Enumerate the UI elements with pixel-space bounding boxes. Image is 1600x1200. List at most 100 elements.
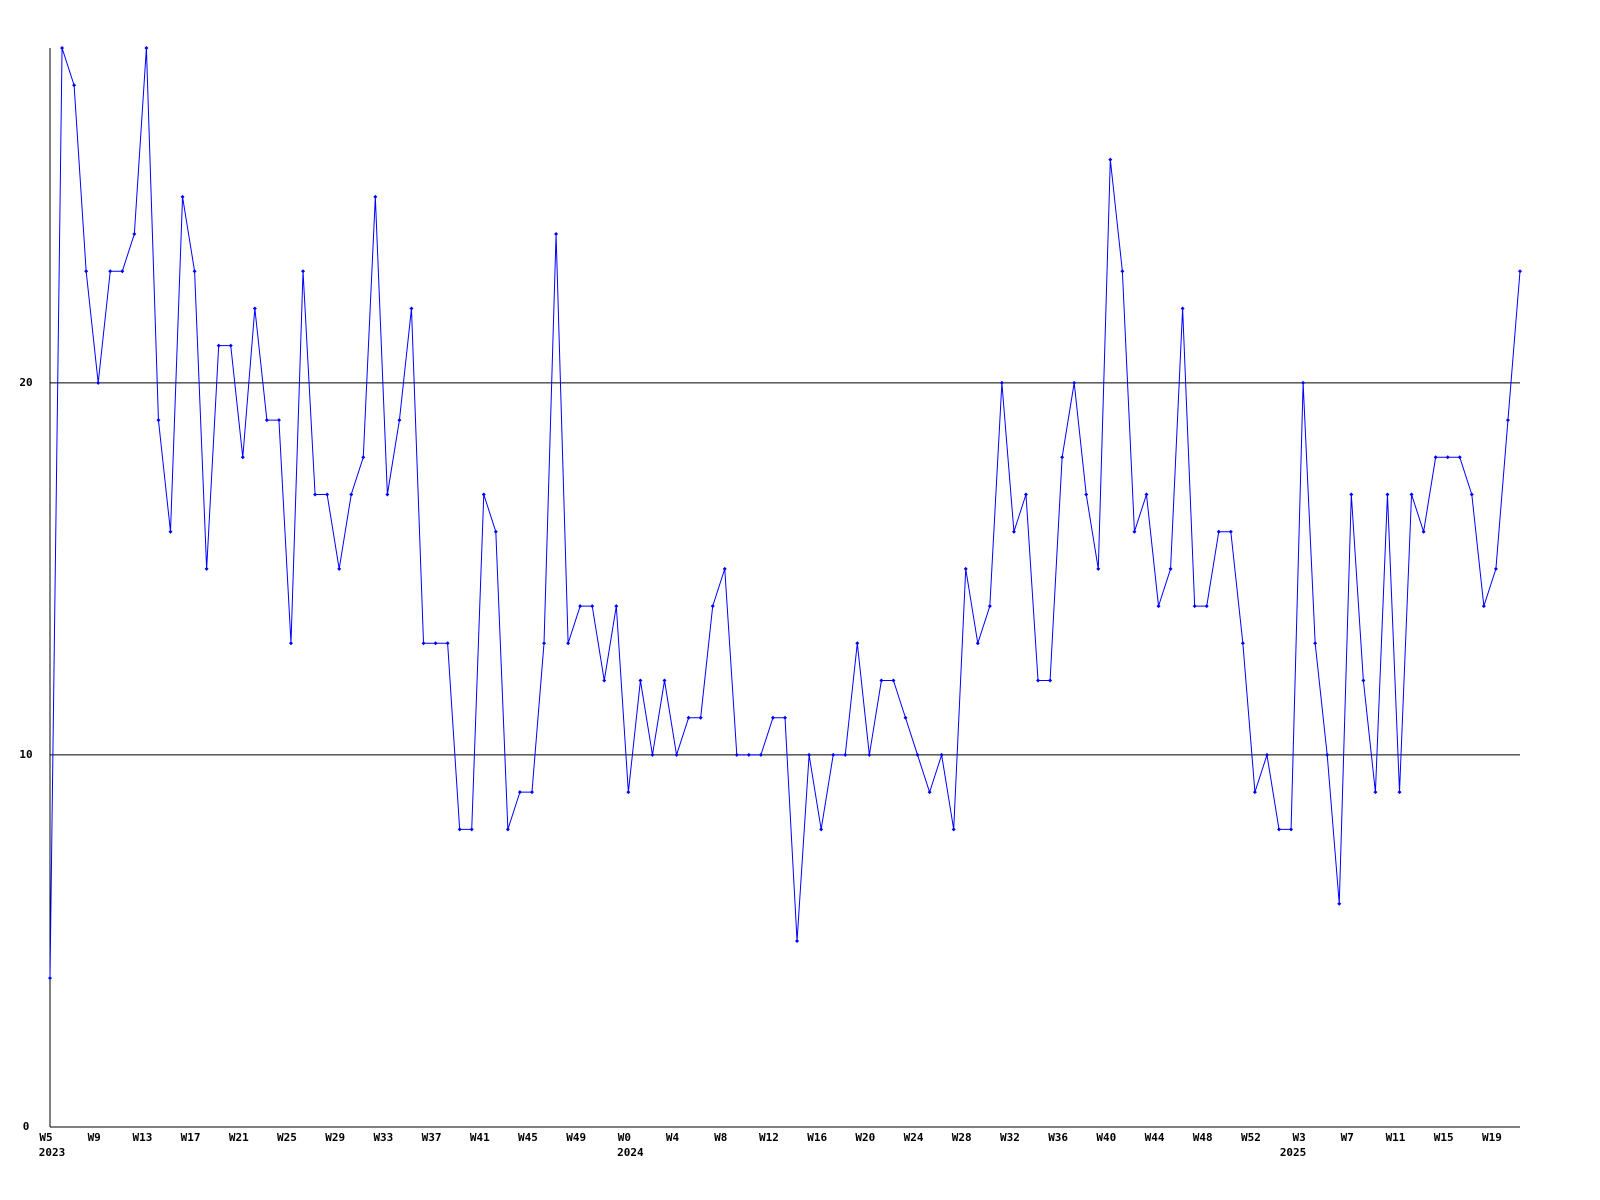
marker	[975, 641, 980, 646]
marker	[445, 641, 450, 646]
marker	[915, 752, 920, 757]
marker	[1469, 492, 1474, 497]
x-year-label: 2024	[617, 1146, 644, 1159]
marker	[1505, 418, 1510, 423]
marker	[204, 566, 209, 571]
marker	[963, 566, 968, 571]
x-tick-label: W8	[714, 1131, 727, 1144]
x-tick-label: W16	[807, 1131, 827, 1144]
marker	[638, 678, 643, 683]
marker	[1132, 529, 1137, 534]
marker	[1036, 678, 1041, 683]
marker	[987, 604, 992, 609]
marker	[1337, 901, 1342, 906]
marker	[951, 827, 956, 832]
marker	[734, 752, 739, 757]
marker	[421, 641, 426, 646]
marker	[879, 678, 884, 683]
y-tick-label: 10	[19, 748, 32, 761]
marker	[1096, 566, 1101, 571]
marker	[1361, 678, 1366, 683]
marker	[903, 715, 908, 720]
marker	[337, 566, 342, 571]
marker	[1216, 529, 1221, 534]
x-tick-label: W41	[470, 1131, 490, 1144]
marker	[566, 641, 571, 646]
marker	[1457, 455, 1462, 460]
x-tick-label: W21	[229, 1131, 249, 1144]
marker	[1048, 678, 1053, 683]
marker	[602, 678, 607, 683]
x-tick-label: W9	[88, 1131, 101, 1144]
x-tick-label: W17	[181, 1131, 201, 1144]
marker	[1373, 790, 1378, 795]
marker	[397, 418, 402, 423]
marker	[216, 343, 221, 348]
marker	[590, 604, 595, 609]
marker	[843, 752, 848, 757]
marker	[1313, 641, 1318, 646]
x-tick-label: W25	[277, 1131, 297, 1144]
marker	[891, 678, 896, 683]
marker	[770, 715, 775, 720]
x-tick-label: W36	[1048, 1131, 1068, 1144]
marker	[72, 83, 77, 88]
marker	[1409, 492, 1414, 497]
marker	[1289, 827, 1294, 832]
marker	[1264, 752, 1269, 757]
marker	[1060, 455, 1065, 460]
marker	[505, 827, 510, 832]
x-tick-label: W3	[1292, 1131, 1305, 1144]
x-tick-label: W24	[904, 1131, 924, 1144]
marker	[1108, 157, 1113, 162]
y-tick-label: 0	[23, 1120, 30, 1133]
marker	[60, 46, 65, 50]
marker	[313, 492, 318, 497]
x-tick-label: W20	[855, 1131, 875, 1144]
x-tick-label: W48	[1193, 1131, 1213, 1144]
marker	[855, 641, 860, 646]
marker	[1518, 269, 1522, 274]
x-tick-label: W4	[666, 1131, 680, 1144]
x-tick-label: W13	[132, 1131, 152, 1144]
marker	[361, 455, 366, 460]
marker	[84, 269, 89, 274]
marker	[1168, 566, 1173, 571]
marker	[1481, 604, 1486, 609]
x-tick-label: W45	[518, 1131, 538, 1144]
x-tick-label: W37	[422, 1131, 442, 1144]
marker	[517, 790, 522, 795]
marker	[867, 752, 872, 757]
x-tick-label: W12	[759, 1131, 779, 1144]
marker	[1228, 529, 1233, 534]
marker	[144, 46, 149, 50]
marker	[108, 269, 113, 274]
marker	[1240, 641, 1245, 646]
marker	[626, 790, 631, 795]
x-tick-label: W29	[325, 1131, 345, 1144]
marker	[1277, 827, 1282, 832]
marker	[373, 194, 378, 199]
marker	[301, 269, 306, 274]
x-tick-label: W15	[1434, 1131, 1454, 1144]
marker	[1445, 455, 1450, 460]
marker	[385, 492, 390, 497]
marker	[1252, 790, 1257, 795]
marker	[252, 306, 257, 311]
marker	[120, 269, 125, 274]
marker	[1204, 604, 1209, 609]
x-tick-label: W32	[1000, 1131, 1020, 1144]
marker	[1325, 752, 1330, 757]
marker	[1397, 790, 1402, 795]
marker	[1144, 492, 1149, 497]
marker	[831, 752, 836, 757]
marker	[264, 418, 269, 423]
marker	[1433, 455, 1438, 460]
marker	[758, 752, 763, 757]
marker	[999, 380, 1004, 385]
marker	[1192, 604, 1197, 609]
marker	[1011, 529, 1016, 534]
marker	[1493, 566, 1498, 571]
marker	[746, 752, 751, 757]
